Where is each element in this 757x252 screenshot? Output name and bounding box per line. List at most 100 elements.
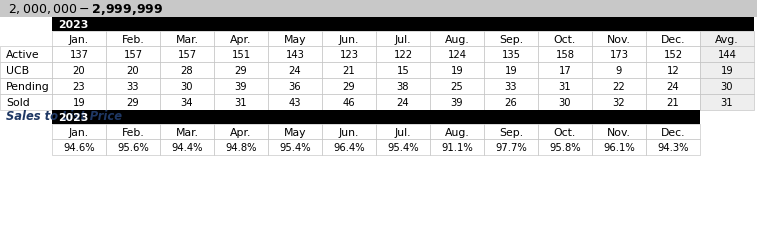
Text: 21: 21 — [343, 66, 355, 76]
Bar — [52, 111, 700, 124]
Bar — [376, 139, 430, 155]
Bar — [52, 94, 106, 111]
Text: 33: 33 — [126, 82, 139, 92]
Text: Sep.: Sep. — [499, 127, 523, 137]
Bar — [214, 124, 268, 139]
Bar — [268, 139, 322, 155]
Bar — [538, 47, 592, 63]
Text: Dec.: Dec. — [661, 34, 685, 44]
Text: 2023: 2023 — [58, 113, 89, 122]
Bar — [52, 63, 106, 79]
Text: 151: 151 — [232, 50, 251, 60]
Bar — [376, 47, 430, 63]
Text: 158: 158 — [556, 50, 575, 60]
Text: Apr.: Apr. — [230, 127, 251, 137]
Text: 26: 26 — [505, 98, 517, 108]
Bar — [592, 139, 646, 155]
Text: UCB: UCB — [6, 66, 29, 76]
Bar — [700, 47, 754, 63]
Text: 20: 20 — [73, 66, 86, 76]
Bar — [376, 63, 430, 79]
Text: May: May — [284, 127, 307, 137]
Text: 157: 157 — [177, 50, 197, 60]
Text: 94.6%: 94.6% — [63, 142, 95, 152]
Bar — [52, 79, 106, 94]
Text: Mar.: Mar. — [176, 34, 198, 44]
Text: 157: 157 — [123, 50, 142, 60]
Text: Apr.: Apr. — [230, 34, 251, 44]
Bar — [322, 124, 376, 139]
Bar — [646, 79, 700, 94]
Bar — [430, 124, 484, 139]
Text: 31: 31 — [235, 98, 248, 108]
Text: Active: Active — [6, 50, 39, 60]
Bar — [52, 139, 106, 155]
Text: 30: 30 — [181, 82, 193, 92]
Text: Sales to List Price: Sales to List Price — [6, 110, 122, 123]
Bar — [646, 124, 700, 139]
Text: 9: 9 — [615, 66, 622, 76]
Bar — [430, 79, 484, 94]
Text: Dec.: Dec. — [661, 127, 685, 137]
Text: 143: 143 — [285, 50, 304, 60]
Text: 17: 17 — [559, 66, 572, 76]
Bar — [52, 32, 106, 47]
Text: 39: 39 — [450, 98, 463, 108]
Text: 24: 24 — [288, 66, 301, 76]
Bar — [592, 94, 646, 111]
Text: 97.7%: 97.7% — [495, 142, 527, 152]
Text: 15: 15 — [397, 66, 410, 76]
Bar — [430, 63, 484, 79]
Bar — [160, 63, 214, 79]
Bar — [214, 47, 268, 63]
Text: 124: 124 — [447, 50, 466, 60]
Text: Feb.: Feb. — [122, 34, 145, 44]
Text: Oct.: Oct. — [554, 127, 576, 137]
Bar — [646, 139, 700, 155]
Bar — [160, 94, 214, 111]
Text: 29: 29 — [343, 82, 355, 92]
Bar — [0, 63, 52, 79]
Text: 95.4%: 95.4% — [387, 142, 419, 152]
Bar — [700, 32, 754, 47]
Bar — [160, 47, 214, 63]
Bar — [0, 79, 52, 94]
Text: 12: 12 — [667, 66, 679, 76]
Bar — [0, 0, 757, 18]
Text: 33: 33 — [505, 82, 517, 92]
Bar — [484, 124, 538, 139]
Text: 24: 24 — [667, 82, 679, 92]
Text: Nov.: Nov. — [607, 127, 631, 137]
Bar — [430, 47, 484, 63]
Bar — [52, 47, 106, 63]
Text: 91.1%: 91.1% — [441, 142, 473, 152]
Text: 95.8%: 95.8% — [549, 142, 581, 152]
Bar — [484, 139, 538, 155]
Bar — [106, 139, 160, 155]
Bar — [322, 139, 376, 155]
Bar — [268, 32, 322, 47]
Bar — [268, 94, 322, 111]
Bar — [0, 47, 52, 63]
Bar — [700, 63, 754, 79]
Bar — [538, 32, 592, 47]
Bar — [646, 94, 700, 111]
Bar — [214, 139, 268, 155]
Text: $2,000,000 - $2,999,999: $2,000,000 - $2,999,999 — [8, 2, 164, 16]
Text: 95.4%: 95.4% — [279, 142, 311, 152]
Text: 135: 135 — [501, 50, 521, 60]
Text: Sold: Sold — [6, 98, 30, 108]
Text: 96.1%: 96.1% — [603, 142, 635, 152]
Text: 31: 31 — [721, 98, 734, 108]
Text: Jun.: Jun. — [339, 34, 359, 44]
Text: 20: 20 — [126, 66, 139, 76]
Bar — [106, 32, 160, 47]
Bar — [160, 124, 214, 139]
Bar — [430, 32, 484, 47]
Bar — [376, 124, 430, 139]
Text: 25: 25 — [450, 82, 463, 92]
Bar — [268, 79, 322, 94]
Text: Pending: Pending — [6, 82, 50, 92]
Bar — [214, 63, 268, 79]
Text: Mar.: Mar. — [176, 127, 198, 137]
